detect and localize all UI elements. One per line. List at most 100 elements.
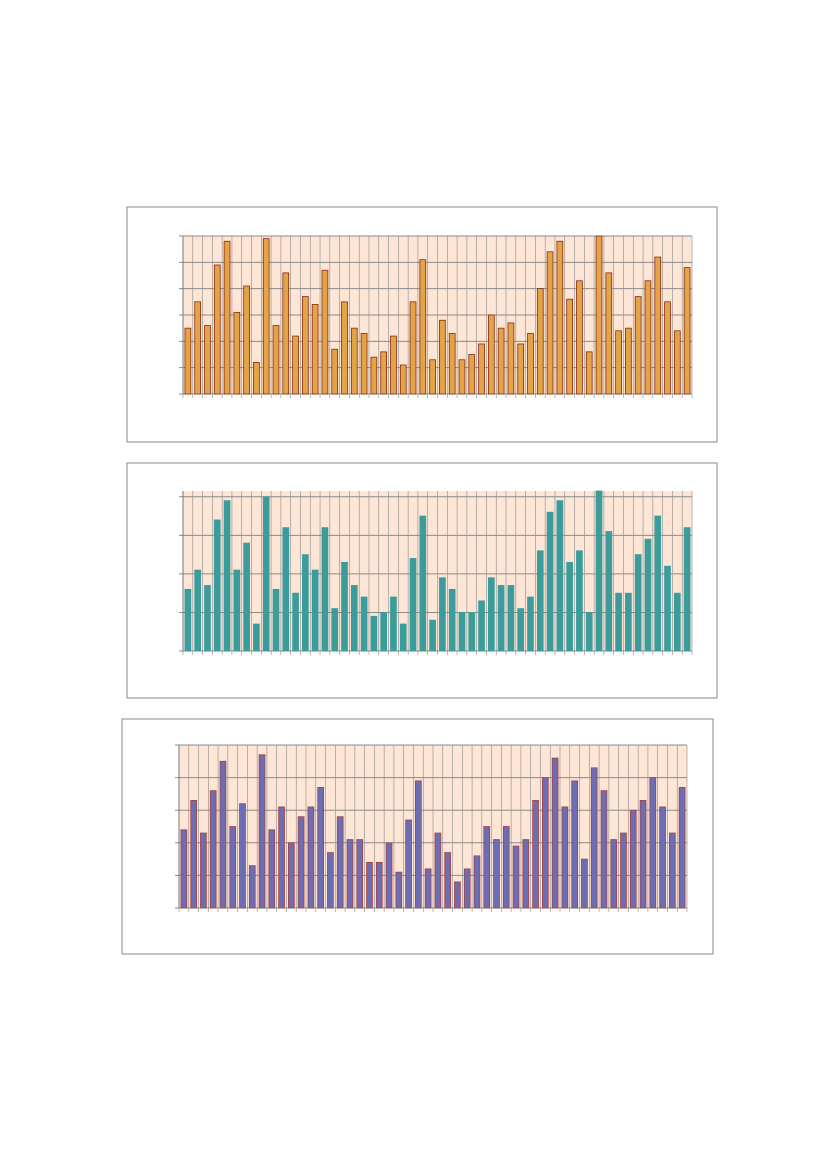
bar	[200, 832, 207, 909]
bar	[610, 839, 618, 909]
bar	[219, 760, 227, 909]
bar	[478, 600, 485, 652]
bar	[204, 325, 211, 395]
bar	[468, 354, 476, 395]
bar	[536, 550, 544, 652]
bar	[233, 311, 241, 395]
bar	[350, 585, 358, 652]
bar	[380, 351, 388, 395]
bar	[390, 335, 397, 395]
bar	[507, 585, 515, 652]
bar	[390, 596, 397, 652]
bar	[409, 301, 417, 395]
bar	[532, 800, 539, 909]
bar	[321, 527, 329, 652]
bar	[595, 490, 603, 652]
bar	[204, 585, 211, 652]
bar	[360, 596, 368, 652]
bar	[311, 304, 319, 395]
bar	[327, 852, 334, 909]
bar	[356, 839, 364, 909]
bar	[585, 612, 593, 652]
bar	[194, 569, 202, 652]
bar	[346, 839, 354, 909]
bar	[223, 500, 231, 652]
bar	[409, 558, 417, 652]
bar	[297, 816, 305, 909]
bar	[272, 325, 280, 395]
bar	[458, 359, 466, 395]
bar	[243, 542, 250, 652]
bar	[664, 565, 671, 652]
bar	[229, 826, 237, 909]
bar	[546, 511, 554, 652]
bar	[502, 826, 510, 909]
bar	[439, 319, 446, 395]
bar	[184, 588, 192, 652]
bar	[683, 267, 691, 395]
bar	[669, 832, 676, 909]
bar	[522, 839, 530, 909]
bar	[507, 322, 515, 395]
bar	[253, 623, 260, 652]
bar	[590, 767, 598, 909]
bar	[448, 333, 456, 395]
bar	[561, 806, 569, 909]
bar	[605, 272, 613, 395]
bar	[551, 757, 559, 909]
bar	[415, 780, 422, 909]
bar	[429, 619, 436, 652]
bar	[395, 871, 403, 909]
bar	[497, 585, 505, 652]
bar	[282, 527, 290, 652]
bar	[350, 327, 358, 395]
bar	[282, 272, 290, 395]
bar	[239, 803, 246, 909]
bar	[360, 333, 368, 395]
bar	[595, 235, 603, 395]
bar	[292, 592, 299, 652]
bar	[644, 280, 652, 395]
bar	[634, 554, 642, 652]
bar	[517, 608, 525, 652]
bar	[512, 845, 520, 909]
bar	[302, 296, 309, 395]
bar	[317, 786, 324, 909]
bar	[649, 777, 657, 909]
bar	[536, 288, 544, 395]
bar	[444, 852, 451, 909]
bar	[370, 356, 378, 395]
bar	[654, 256, 662, 395]
bar	[644, 538, 652, 652]
bar	[571, 780, 578, 909]
bar	[233, 569, 241, 652]
bar	[405, 819, 412, 909]
bar	[213, 519, 221, 652]
bar	[370, 615, 378, 652]
bar	[439, 577, 446, 652]
bar	[399, 623, 407, 652]
bar	[634, 296, 642, 395]
bar	[639, 800, 647, 909]
bar	[615, 592, 622, 652]
bar	[268, 829, 276, 909]
bar	[517, 343, 525, 395]
bar	[483, 826, 491, 909]
bar	[223, 240, 231, 395]
bar	[458, 612, 466, 652]
bar	[468, 612, 476, 652]
bar	[243, 285, 250, 395]
bar	[321, 269, 329, 395]
bar	[576, 550, 583, 652]
bar	[288, 842, 295, 909]
bar	[292, 335, 299, 395]
bar	[659, 806, 666, 909]
bar	[278, 806, 285, 909]
bar	[429, 359, 436, 395]
bar	[664, 301, 671, 395]
bar	[272, 588, 280, 652]
bar	[673, 330, 681, 395]
bar	[487, 577, 495, 652]
bar	[341, 561, 348, 652]
